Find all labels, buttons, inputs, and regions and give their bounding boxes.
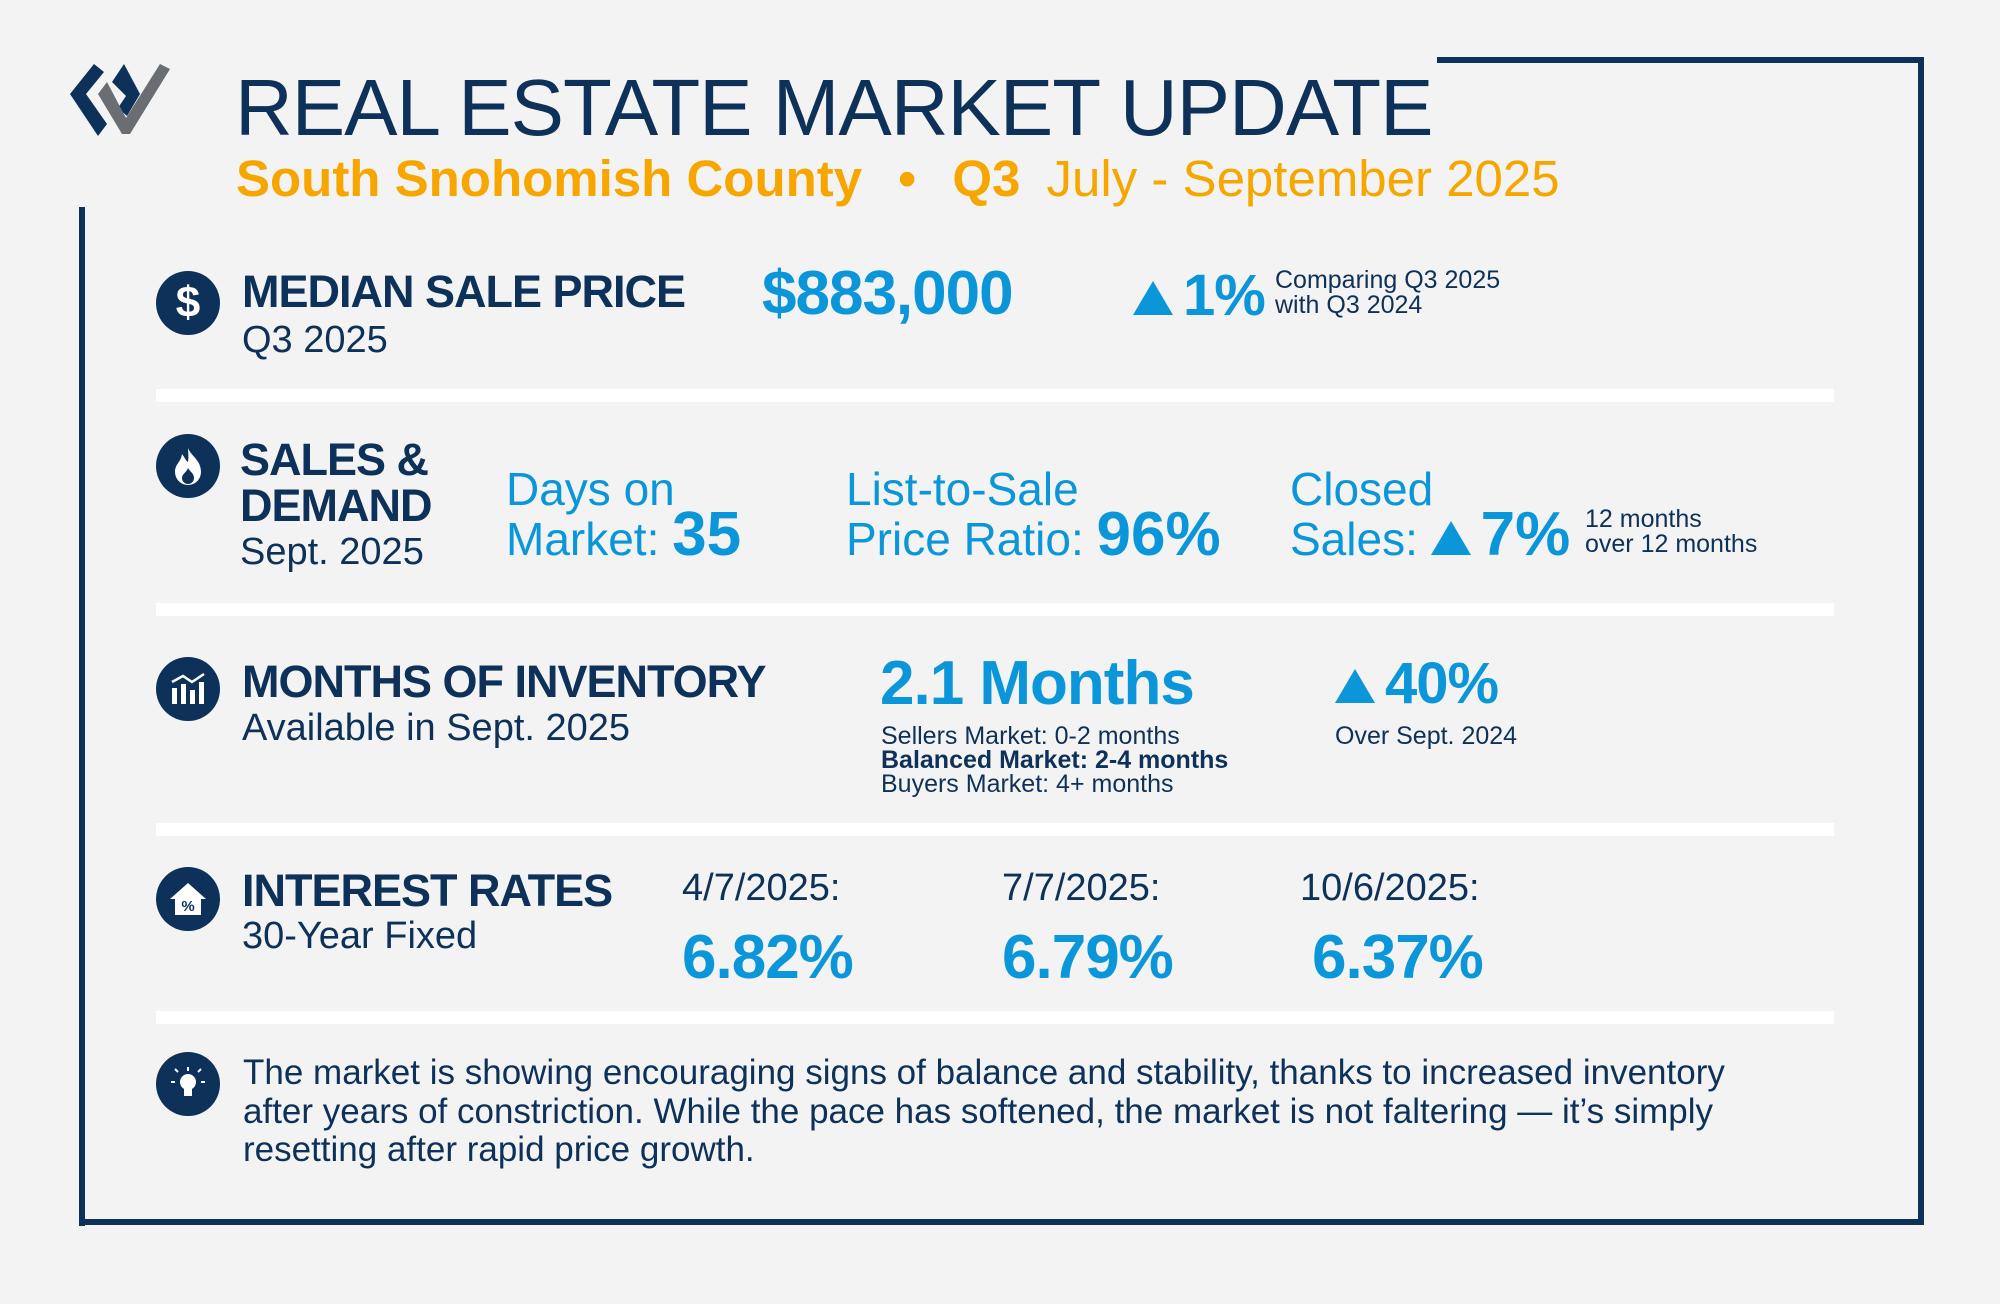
median-title: MEDIAN SALE PRICE: [242, 266, 686, 317]
house-percent-icon: %: [156, 867, 220, 931]
median-sub: Q3 2025: [242, 319, 388, 361]
frame-top: [1437, 57, 1924, 63]
sales-sub: Sept. 2025: [240, 531, 424, 573]
inventory-change-note: Over Sept. 2024: [1335, 722, 1518, 750]
subtitle: South Snohomish County • Q3 July - Septe…: [236, 151, 1560, 207]
market-legend: Sellers Market: 0-2 months Balanced Marke…: [881, 722, 1229, 798]
flame-icon: [156, 434, 220, 498]
period: July - September 2025: [1046, 150, 1560, 207]
days-on-market: Days on Market: 35: [506, 463, 742, 569]
closed-sales: Closed Sales: 7%: [1290, 463, 1571, 569]
separator-dot: •: [898, 150, 917, 207]
bar-chart-icon: [156, 657, 220, 721]
sales-title: SALES & DEMAND: [240, 434, 432, 531]
inventory-sub: Available in Sept. 2025: [242, 707, 631, 749]
up-arrow-icon: [1133, 281, 1173, 315]
dollar-icon: $: [156, 271, 220, 335]
lightbulb-icon: [156, 1052, 220, 1116]
frame-right: [1918, 57, 1924, 1225]
median-value: $883,000: [762, 259, 1014, 328]
inventory-title: MONTHS OF INVENTORY: [242, 656, 767, 707]
divider: [156, 823, 1834, 836]
frame-bottom: [79, 1219, 1924, 1225]
region: South Snohomish County: [236, 150, 863, 207]
market-summary: The market is showing encouraging signs …: [243, 1053, 1725, 1169]
divider: [156, 389, 1834, 402]
up-arrow-icon: [1335, 669, 1375, 703]
inventory-change: 40%: [1335, 650, 1499, 717]
rate-item: 7/7/2025: 6.79%: [1002, 867, 1174, 992]
rate-item: 10/6/2025: 6.37%: [1300, 867, 1484, 992]
rates-sub: 30-Year Fixed: [242, 915, 478, 957]
divider: [156, 1011, 1834, 1024]
svg-text:%: %: [181, 898, 194, 915]
inventory-value: 2.1 Months: [880, 649, 1195, 718]
up-arrow-icon: [1430, 521, 1471, 555]
brand-logo-icon: [70, 64, 170, 136]
median-change: 1%: [1133, 262, 1266, 329]
closed-note: 12 months over 12 months: [1585, 505, 1758, 558]
rate-item: 4/7/2025: 6.82%: [682, 867, 854, 992]
median-note: Comparing Q3 2025 with Q3 2024: [1275, 266, 1501, 319]
rates-title: INTEREST RATES: [242, 865, 613, 916]
list-to-sale-ratio: List-to-Sale Price Ratio: 96%: [846, 463, 1221, 569]
divider: [156, 603, 1834, 616]
page-title: REAL ESTATE MARKET UPDATE: [235, 63, 1433, 152]
frame-left: [79, 207, 85, 1226]
quarter: Q3: [952, 150, 1021, 207]
